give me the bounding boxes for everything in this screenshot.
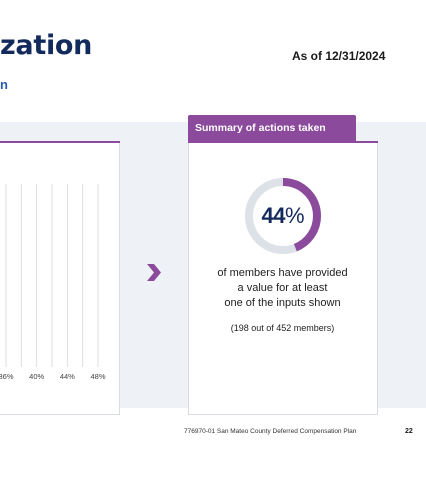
page-subtitle: n [0,77,8,92]
chart-card-accent-rule [0,141,120,143]
chart: 36% 40% 44% 48% [0,184,106,381]
description-line: one of the inputs shown [224,297,341,309]
as-of-date: As of 12/31/2024 [292,49,386,63]
x-tick-label: 44% [60,372,75,381]
donut-arc [245,178,321,254]
footer-doc-ref: 776970-01 San Mateo County Deferred Comp… [184,428,357,435]
progress-donut [245,178,321,254]
percent-value: 44 [261,203,285,228]
summary-tab: Summary of actions taken [188,115,356,142]
member-count: (198 out of 452 members) [230,323,335,333]
chevron-right-icon [147,264,161,281]
summary-card [188,141,378,415]
page-title: zation [0,30,93,61]
x-tick-label: 48% [90,372,105,381]
summary-card-accent-rule [188,141,378,143]
summary-description: of members have provided a value for at … [195,266,370,311]
x-tick-label: 36% [0,372,14,381]
donut-percent: 44% [243,176,323,256]
description-line: a value for at least [237,282,328,294]
description-line: of members have provided [217,267,348,279]
chart-card [0,141,120,415]
percent-sign: % [284,203,305,228]
page-number: 22 [405,428,413,435]
x-tick-label: 40% [29,372,44,381]
